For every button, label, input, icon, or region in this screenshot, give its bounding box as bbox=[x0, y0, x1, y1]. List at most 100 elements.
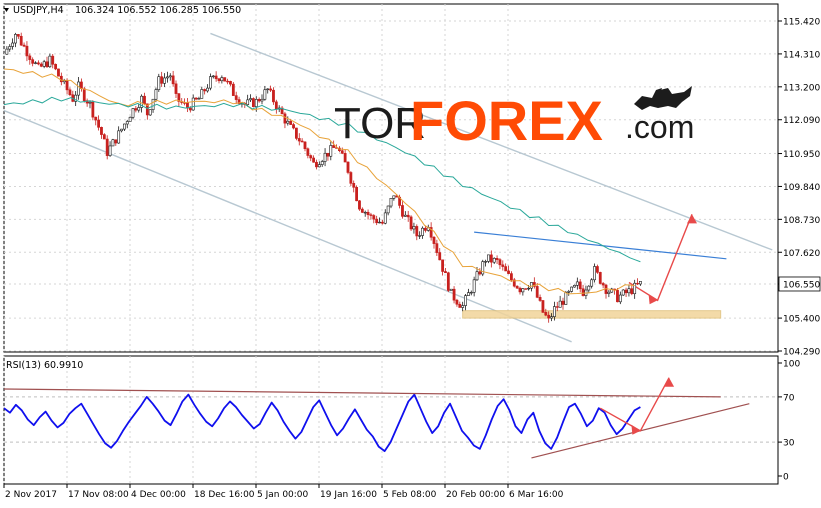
candle-body bbox=[59, 75, 63, 83]
candle-body bbox=[171, 75, 175, 85]
candle-body bbox=[111, 139, 115, 147]
candle-body bbox=[88, 101, 92, 104]
candle-body bbox=[272, 89, 275, 103]
candle-body bbox=[383, 212, 387, 224]
candle-body bbox=[547, 314, 551, 319]
candle-body bbox=[231, 83, 235, 96]
candle-body bbox=[624, 289, 628, 294]
candle-body bbox=[28, 55, 32, 60]
candle-body bbox=[552, 306, 556, 317]
candle-body bbox=[444, 271, 447, 274]
candle-body bbox=[358, 200, 361, 210]
moving-average-line bbox=[3, 96, 641, 263]
candle-body bbox=[65, 80, 69, 91]
candle-body bbox=[389, 198, 393, 207]
candle-body bbox=[294, 127, 298, 139]
candle-body bbox=[455, 299, 459, 305]
candle-body bbox=[303, 141, 307, 150]
candle-body bbox=[616, 289, 619, 303]
arrow-head-icon bbox=[631, 424, 641, 435]
candle-body bbox=[438, 252, 442, 261]
candle-body bbox=[521, 288, 525, 293]
candle-body bbox=[306, 148, 310, 156]
candle-body bbox=[343, 153, 347, 163]
candle-body bbox=[57, 68, 60, 77]
current-price-box bbox=[778, 276, 821, 292]
candle-body bbox=[363, 211, 367, 214]
candle-body bbox=[8, 46, 12, 50]
candle-body bbox=[223, 77, 227, 82]
candle-body bbox=[97, 119, 101, 128]
candle-body bbox=[45, 61, 49, 68]
candle-body bbox=[581, 288, 585, 296]
candle-body bbox=[197, 98, 201, 100]
candle-body bbox=[535, 286, 539, 298]
candle-body bbox=[527, 287, 531, 290]
candle-body bbox=[312, 157, 316, 163]
price-panel-frame bbox=[3, 3, 779, 353]
candle-body bbox=[423, 227, 427, 231]
candle-body bbox=[283, 113, 287, 124]
candle-body bbox=[100, 127, 103, 135]
price-tick-label: 114.310 bbox=[783, 50, 820, 60]
candle-body bbox=[260, 98, 264, 102]
candle-body bbox=[80, 81, 83, 90]
logo-main: FOREX bbox=[410, 89, 603, 152]
candle-body bbox=[532, 282, 536, 287]
rsi-tick-label: 30 bbox=[783, 439, 795, 449]
logo-suffix: .com bbox=[625, 109, 694, 145]
candle-body bbox=[280, 107, 284, 115]
candle-body bbox=[575, 281, 579, 286]
candle-body bbox=[209, 76, 212, 89]
candle-body bbox=[475, 271, 479, 281]
candle-body bbox=[14, 34, 17, 44]
candle-body bbox=[509, 273, 513, 281]
candle-body bbox=[168, 75, 172, 78]
candle-body bbox=[309, 155, 313, 159]
candle-body bbox=[601, 283, 605, 286]
candle-body bbox=[360, 208, 364, 213]
candle-body bbox=[415, 226, 419, 237]
candle-body bbox=[157, 76, 161, 90]
candle-body bbox=[39, 63, 43, 67]
candle-body bbox=[286, 120, 290, 124]
candle-body bbox=[19, 35, 23, 46]
candle-body bbox=[131, 108, 135, 118]
candle-body bbox=[125, 121, 129, 125]
candle-body bbox=[461, 305, 465, 308]
candle-body bbox=[598, 272, 602, 284]
candle-body bbox=[117, 130, 121, 144]
price-tick-label: 115.420 bbox=[783, 18, 820, 28]
candle-body bbox=[627, 288, 631, 294]
candle-body bbox=[315, 161, 318, 168]
collapse-arrow-icon[interactable] bbox=[4, 8, 9, 12]
price-tick-label: 113.200 bbox=[783, 83, 820, 93]
candle-body bbox=[530, 282, 533, 289]
candle-body bbox=[62, 80, 66, 83]
candle-body bbox=[269, 88, 273, 91]
candle-body bbox=[518, 287, 522, 293]
candle-body bbox=[226, 80, 230, 83]
time-tick-label: 19 Jan 16:00 bbox=[320, 490, 377, 500]
candle-body bbox=[200, 89, 204, 99]
candle-body bbox=[378, 221, 381, 224]
overlays bbox=[3, 32, 773, 343]
arrow-head-icon bbox=[687, 214, 697, 224]
candle-body bbox=[114, 139, 118, 144]
candle-body bbox=[148, 109, 152, 116]
candle-body bbox=[452, 288, 456, 301]
candle-body bbox=[406, 214, 410, 218]
rsi-tick-label: 70 bbox=[783, 393, 795, 403]
candle-body bbox=[524, 288, 528, 290]
candle-body bbox=[297, 138, 301, 142]
time-tick-label: 5 Jan 00:00 bbox=[257, 490, 309, 500]
rsi-panel-frame bbox=[3, 355, 779, 485]
candle-body bbox=[108, 145, 112, 156]
price-panel-header: USDJPY,H4 106.324 106.552 106.285 106.55… bbox=[4, 5, 241, 16]
candle-body bbox=[607, 291, 611, 294]
price-tick-label: 112.090 bbox=[783, 116, 820, 126]
candle-body bbox=[595, 266, 599, 273]
candle-body bbox=[252, 98, 255, 107]
candle-body bbox=[466, 292, 470, 296]
